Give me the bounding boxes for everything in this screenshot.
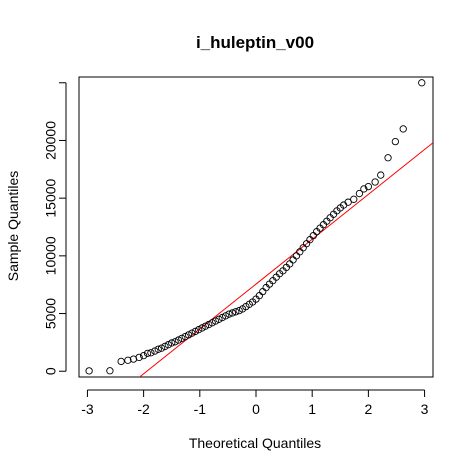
data-point (228, 309, 237, 317)
data-point (364, 182, 373, 191)
data-point (205, 320, 213, 329)
data-points (85, 79, 426, 375)
data-point (208, 319, 216, 327)
data-point (171, 338, 179, 346)
x-tick-label: -3 (81, 401, 94, 417)
data-point (195, 326, 203, 334)
data-point (181, 332, 189, 341)
data-point (143, 349, 152, 357)
y-tick-label: 5000 (43, 298, 59, 329)
data-point (178, 334, 186, 342)
x-tick-label: 3 (421, 401, 429, 417)
data-point (174, 336, 183, 344)
data-point (222, 312, 230, 320)
data-point (235, 307, 243, 315)
reference-line-group (138, 142, 433, 377)
data-point (191, 327, 199, 336)
data-point (201, 322, 210, 330)
x-tick-label: -2 (137, 401, 150, 417)
y-axis-title: Sample Quantiles (5, 171, 21, 282)
x-tick-label: 0 (252, 401, 260, 417)
data-point (85, 367, 93, 375)
data-point (292, 252, 301, 260)
data-point (259, 287, 267, 296)
data-point (350, 195, 358, 203)
data-point (135, 353, 143, 362)
x-tick-label: -1 (194, 401, 207, 417)
data-point (184, 331, 193, 339)
x-tick-label: 1 (308, 401, 316, 417)
data-point (232, 308, 240, 316)
data-point (384, 154, 392, 162)
y-tick-label: 20000 (43, 121, 59, 160)
data-point (154, 345, 162, 353)
data-point (344, 198, 352, 206)
y-tick-label: 15000 (43, 178, 59, 217)
data-point (371, 178, 379, 186)
data-point (168, 339, 176, 347)
x-tick-label: 2 (364, 401, 372, 417)
y-axis: 0 5000 10000 15000 20000 (43, 82, 67, 375)
data-point (164, 341, 172, 349)
data-point (211, 317, 220, 325)
plot-area-frame (78, 76, 434, 378)
x-axis-title: Theoretical Quantiles (189, 435, 321, 451)
data-point (117, 357, 125, 366)
data-point (161, 342, 169, 351)
data-point (124, 356, 132, 364)
data-point (360, 185, 368, 193)
chart-title: i_huleptin_v00 (196, 33, 314, 52)
qq-reference-line (138, 142, 433, 377)
data-point (215, 315, 223, 323)
data-point (399, 125, 407, 133)
data-point (225, 310, 233, 318)
data-point (157, 344, 166, 352)
data-point (218, 313, 226, 322)
data-point (188, 329, 196, 337)
data-point (139, 352, 148, 360)
y-tick-label: 0 (43, 367, 59, 375)
x-axis: -3 -2 -1 0 1 2 3 (81, 389, 429, 417)
data-point (418, 79, 426, 87)
data-point (106, 367, 114, 375)
y-tick-label: 10000 (43, 236, 59, 275)
data-point (355, 189, 364, 198)
data-point (151, 347, 159, 355)
data-point (377, 171, 385, 179)
data-point (198, 324, 206, 332)
data-point (391, 137, 400, 146)
data-point (289, 256, 297, 264)
data-point (147, 349, 155, 357)
